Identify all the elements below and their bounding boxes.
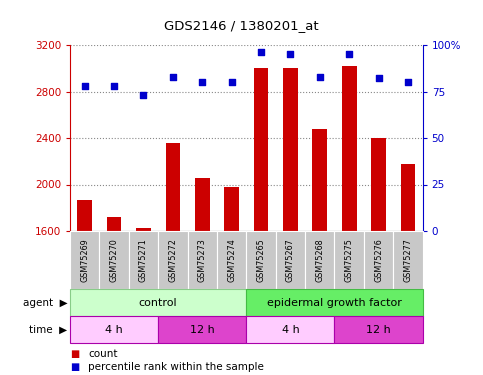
Text: GSM75268: GSM75268 <box>315 238 324 282</box>
Text: GSM75269: GSM75269 <box>80 238 89 282</box>
Bar <box>313 129 327 231</box>
Text: GDS2146 / 1380201_at: GDS2146 / 1380201_at <box>164 19 319 32</box>
Text: GSM75276: GSM75276 <box>374 238 383 282</box>
Bar <box>77 200 92 231</box>
Bar <box>195 177 210 231</box>
Text: GSM75273: GSM75273 <box>198 238 207 282</box>
Text: ■: ■ <box>70 362 79 372</box>
Text: epidermal growth factor: epidermal growth factor <box>267 298 402 307</box>
Text: 4 h: 4 h <box>105 325 123 334</box>
Text: GSM75277: GSM75277 <box>403 238 412 282</box>
Point <box>345 51 353 57</box>
Point <box>81 83 88 89</box>
Text: 12 h: 12 h <box>366 325 391 334</box>
Bar <box>136 228 151 231</box>
Bar <box>283 68 298 231</box>
Point <box>375 75 383 81</box>
Point <box>404 79 412 85</box>
Point <box>228 79 236 85</box>
Text: GSM75270: GSM75270 <box>110 238 119 282</box>
Text: time  ▶: time ▶ <box>29 325 68 334</box>
Text: GSM75271: GSM75271 <box>139 238 148 282</box>
Text: GSM75265: GSM75265 <box>256 238 266 282</box>
Bar <box>400 164 415 231</box>
Point <box>169 74 177 80</box>
Text: GSM75272: GSM75272 <box>169 238 177 282</box>
Text: percentile rank within the sample: percentile rank within the sample <box>88 362 264 372</box>
Point <box>199 79 206 85</box>
Text: 4 h: 4 h <box>282 325 299 334</box>
Text: GSM75267: GSM75267 <box>286 238 295 282</box>
Point <box>257 50 265 55</box>
Bar <box>371 138 386 231</box>
Text: agent  ▶: agent ▶ <box>23 298 68 307</box>
Point <box>316 74 324 80</box>
Bar <box>254 68 269 231</box>
Point <box>110 83 118 89</box>
Bar <box>342 66 356 231</box>
Point <box>286 51 294 57</box>
Point <box>140 92 147 98</box>
Text: GSM75274: GSM75274 <box>227 238 236 282</box>
Text: control: control <box>139 298 177 307</box>
Bar <box>107 217 121 231</box>
Bar <box>166 142 180 231</box>
Text: count: count <box>88 349 118 359</box>
Text: ■: ■ <box>70 349 79 359</box>
Text: GSM75275: GSM75275 <box>345 238 354 282</box>
Bar <box>224 187 239 231</box>
Text: 12 h: 12 h <box>190 325 214 334</box>
